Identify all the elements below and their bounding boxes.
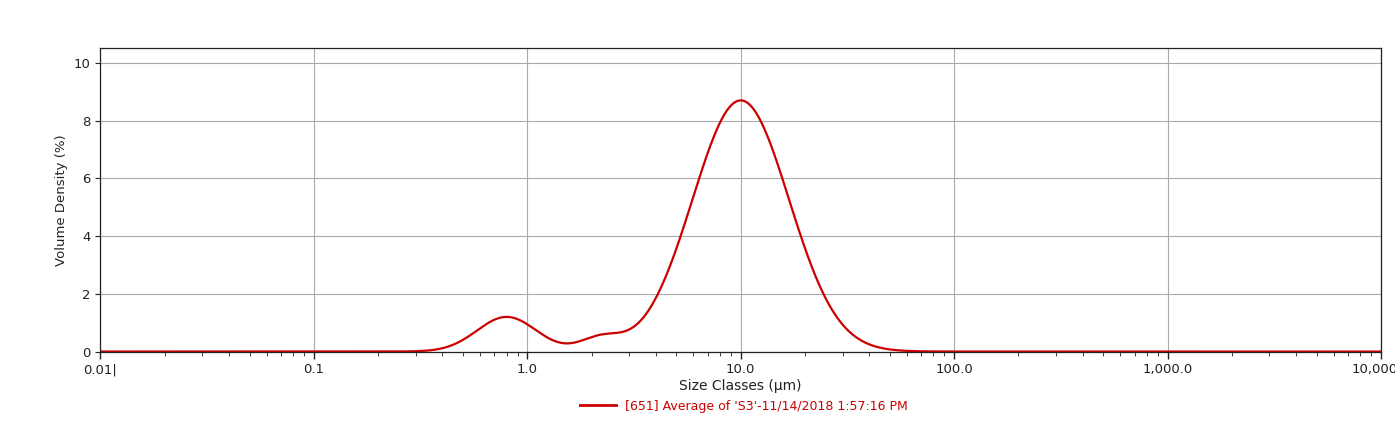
Y-axis label: Volume Density (%): Volume Density (%) xyxy=(56,134,68,266)
X-axis label: Size Classes (μm): Size Classes (μm) xyxy=(679,379,802,393)
Text: Frequency (compatible): Frequency (compatible) xyxy=(10,13,232,31)
Text: [651] Average of 'S3'-11/14/2018 1:57:16 PM: [651] Average of 'S3'-11/14/2018 1:57:16… xyxy=(625,400,908,413)
